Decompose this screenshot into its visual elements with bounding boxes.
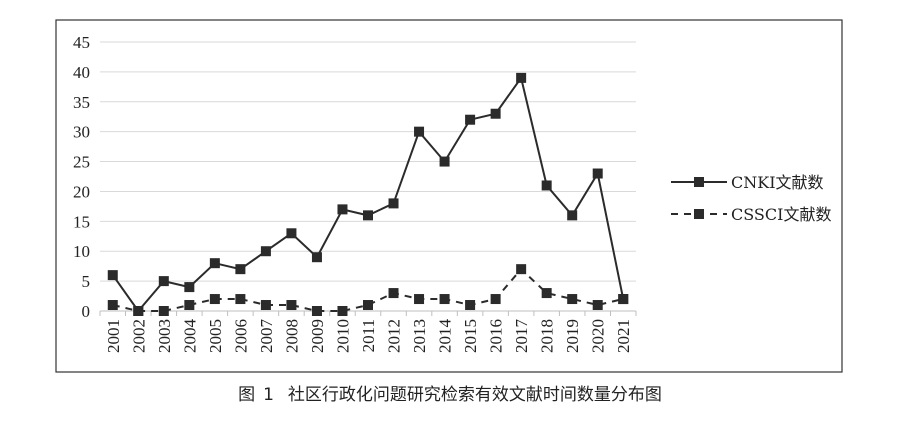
cssci-data-point	[311, 306, 322, 316]
chart-frame	[55, 19, 843, 373]
cnki-data-point	[541, 180, 552, 191]
cnki-data-point	[567, 210, 578, 221]
cnki-data-point	[286, 228, 297, 239]
cssci-data-point	[286, 300, 297, 311]
y-tick-label: 25	[73, 153, 90, 172]
cnki-data-point	[414, 126, 425, 137]
x-tick-label: 2001	[104, 319, 123, 353]
cssci-data-point	[158, 306, 169, 316]
x-tick-label: 2002	[129, 319, 148, 353]
cssci-data-point	[107, 300, 118, 311]
x-tick-label: 2019	[563, 319, 582, 353]
cnki-data-point	[490, 108, 501, 119]
cssci-data-point	[465, 300, 476, 311]
cnki-data-point	[311, 252, 322, 263]
x-tick-label: 2018	[538, 319, 557, 353]
x-tick-label: 2007	[257, 319, 276, 354]
cnki-data-point	[235, 264, 246, 275]
x-tick-label: 2016	[487, 319, 506, 353]
series-group	[107, 72, 629, 316]
legend-marker-1	[694, 177, 704, 187]
x-tick-label: 2003	[155, 319, 174, 353]
gridlines	[100, 41, 636, 312]
x-axis-ticks: 2001 2002 2003 2004 2005 2006 2007 2008 2009 2010…	[99, 311, 637, 354]
x-tick-label: 2006	[231, 319, 250, 353]
cnki-data-point	[516, 72, 527, 83]
cnki-data-point	[158, 276, 169, 287]
cnki-data-point	[363, 210, 373, 221]
x-tick-label: 2020	[589, 319, 608, 353]
cssci-data-point	[337, 306, 348, 316]
x-tick-label: 2015	[461, 319, 480, 353]
y-axis-ticks: 0 5 10 15 20 25 30 35 40 45	[73, 33, 90, 321]
caption-label: 图	[238, 385, 256, 405]
cnki-data-point	[209, 258, 220, 269]
x-tick-label: 2014	[436, 319, 455, 354]
cssci-data-point	[618, 294, 629, 305]
cnki-data-point	[592, 168, 603, 179]
x-tick-label: 2017	[512, 319, 531, 354]
figure-caption: 图 1 社区行政化问题研究检索有效文献时间数量分布图	[0, 380, 900, 405]
x-tick-label: 2009	[308, 319, 327, 353]
x-tick-label: 2010	[333, 319, 352, 353]
cssci-data-point	[133, 306, 144, 316]
cssci-data-point	[592, 300, 603, 311]
cnki-data-point	[107, 270, 118, 281]
x-tick-label: 2005	[206, 319, 225, 353]
cssci-data-point	[490, 294, 501, 305]
legend-label-1: CNKI文献数	[731, 173, 824, 192]
cssci-data-point	[439, 294, 450, 305]
cnki-data-point	[184, 282, 195, 293]
cssci-data-point	[388, 288, 399, 299]
y-tick-label: 30	[73, 123, 90, 142]
x-tick-label: 2021	[614, 319, 633, 353]
x-tick-label: 2011	[359, 319, 378, 352]
cssci-data-point	[541, 288, 552, 299]
caption-number: 1	[263, 385, 274, 405]
cssci-data-point	[363, 300, 373, 311]
y-tick-label: 10	[73, 242, 90, 261]
legend: CNKI文献数 CSSCI文献数	[671, 173, 831, 224]
cssci-data-point	[567, 294, 578, 305]
cssci-data-point	[235, 294, 246, 305]
caption-text: 社区行政化问题研究检索有效文献时间数量分布图	[287, 385, 662, 405]
x-tick-label: 2012	[385, 319, 404, 353]
legend-marker-2	[694, 209, 704, 219]
y-tick-label: 40	[73, 63, 90, 82]
cnki-series-line	[111, 75, 625, 313]
y-tick-label: 5	[82, 272, 91, 291]
cssci-data-point	[414, 294, 425, 305]
x-tick-label: 2013	[410, 319, 429, 353]
cssci-data-point	[516, 264, 527, 275]
cnki-data-point	[439, 156, 450, 167]
cnki-data-point	[465, 114, 476, 125]
cnki-data-point	[260, 246, 271, 257]
y-tick-label: 0	[82, 302, 91, 321]
y-tick-label: 20	[73, 182, 90, 201]
cnki-data-point	[388, 198, 399, 209]
x-tick-label: 2004	[180, 319, 199, 354]
y-tick-label: 15	[73, 212, 90, 231]
legend-label-2: CSSCI文献数	[731, 205, 831, 224]
cnki-data-point	[337, 204, 348, 215]
y-tick-label: 45	[73, 33, 90, 52]
y-tick-label: 35	[73, 93, 90, 112]
x-tick-label: 2008	[282, 319, 301, 353]
cssci-data-point	[184, 300, 195, 311]
cssci-data-point	[260, 300, 271, 311]
cssci-data-point	[209, 294, 220, 305]
